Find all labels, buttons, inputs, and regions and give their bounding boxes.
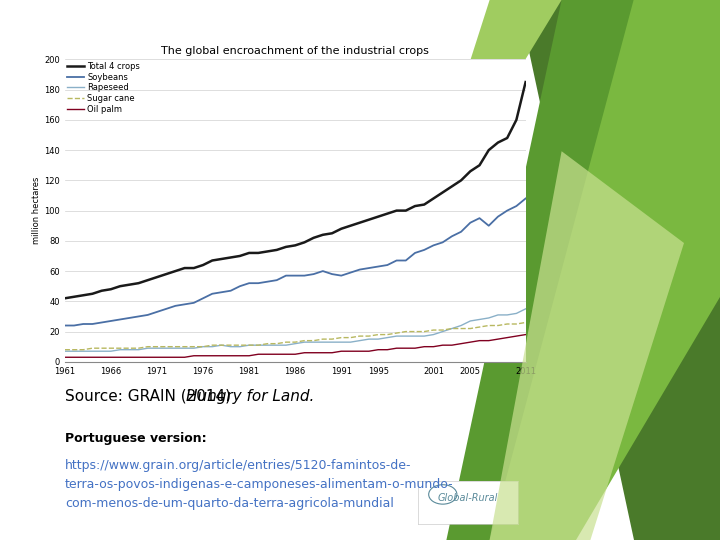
Total 4 crops — [162, 271, 171, 278]
Total 4 crops — [60, 295, 69, 301]
Line: Oil palm: Oil palm — [65, 335, 526, 357]
Text: Portuguese version:: Portuguese version: — [65, 432, 207, 445]
Soybeans — [208, 291, 217, 297]
Rapeseed — [521, 306, 530, 312]
Rapeseed — [392, 333, 401, 339]
Line: Total 4 crops: Total 4 crops — [65, 82, 526, 298]
Soybeans — [199, 295, 207, 301]
Rapeseed — [162, 345, 171, 352]
Soybeans — [60, 322, 69, 329]
Oil palm — [162, 354, 171, 361]
Sugar cane — [392, 330, 401, 336]
Total 4 crops — [199, 262, 207, 268]
Sugar cane — [162, 343, 171, 350]
Oil palm — [521, 332, 530, 338]
Rapeseed — [208, 343, 217, 350]
Total 4 crops — [364, 217, 373, 223]
Title: The global encroachment of the industrial crops: The global encroachment of the industria… — [161, 46, 429, 56]
Y-axis label: million hectares: million hectares — [32, 177, 41, 244]
Line: Sugar cane: Sugar cane — [65, 322, 526, 350]
Rapeseed — [512, 310, 521, 316]
Legend: Total 4 crops, Soybeans, Rapeseed, Sugar cane, Oil palm: Total 4 crops, Soybeans, Rapeseed, Sugar… — [67, 62, 140, 113]
Text: https://www.grain.org/article/entries/5120-famintos-de-
terra-os-povos-indigenas: https://www.grain.org/article/entries/51… — [65, 459, 454, 510]
Sugar cane — [60, 347, 69, 353]
Soybeans — [364, 265, 373, 271]
Soybeans — [392, 257, 401, 264]
Rapeseed — [364, 336, 373, 342]
Oil palm — [392, 345, 401, 352]
Text: Global-Rural: Global-Rural — [438, 493, 498, 503]
Line: Rapeseed: Rapeseed — [65, 309, 526, 351]
Total 4 crops — [208, 257, 217, 264]
Total 4 crops — [512, 117, 521, 123]
Sugar cane — [512, 321, 521, 327]
Text: Source: GRAIN (2014): Source: GRAIN (2014) — [65, 389, 235, 404]
Oil palm — [60, 354, 69, 361]
Total 4 crops — [392, 207, 401, 214]
Oil palm — [512, 333, 521, 339]
Sugar cane — [208, 342, 217, 348]
Soybeans — [521, 195, 530, 202]
Total 4 crops — [521, 79, 530, 85]
Soybeans — [162, 306, 171, 312]
Sugar cane — [364, 333, 373, 339]
Rapeseed — [60, 348, 69, 354]
Oil palm — [208, 353, 217, 359]
Text: Hungry for Land.: Hungry for Land. — [186, 389, 314, 404]
Soybeans — [512, 203, 521, 210]
Oil palm — [364, 348, 373, 354]
Sugar cane — [199, 343, 207, 350]
Line: Soybeans: Soybeans — [65, 199, 526, 326]
Oil palm — [199, 353, 207, 359]
Sugar cane — [521, 319, 530, 326]
Rapeseed — [199, 343, 207, 350]
